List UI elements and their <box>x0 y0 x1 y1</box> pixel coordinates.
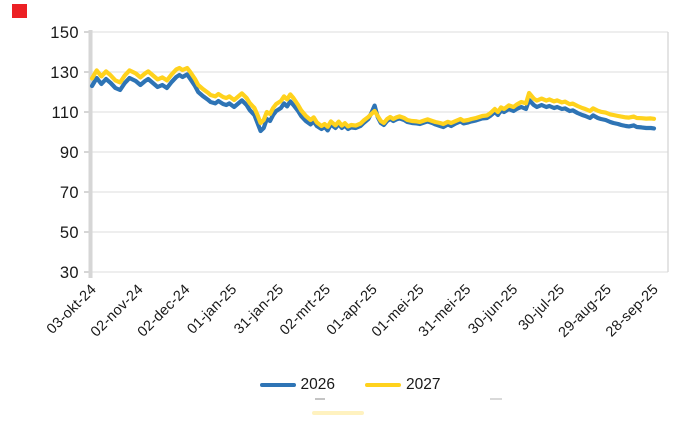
y-axis-tick <box>84 271 90 273</box>
legend-label-2026: 2026 <box>300 376 335 393</box>
legend-label-2027: 2027 <box>406 376 441 393</box>
y-axis-tick <box>84 151 90 153</box>
crop-artifact-yellow <box>312 411 364 415</box>
series-line-2027 <box>89 65 657 129</box>
y-axis-tick-label: 130 <box>50 64 79 82</box>
x-axis-tick-label: 01-jan-25 <box>184 282 240 338</box>
y-axis-tick-label: 110 <box>51 104 79 122</box>
y-axis-tick <box>84 71 90 73</box>
chart-legend: 2026 2027 <box>0 374 700 396</box>
x-axis-tick-label: 30-jun-25 <box>465 282 521 338</box>
y-axis-tick <box>84 191 90 193</box>
y-axis-tick <box>84 111 90 113</box>
legend-swatch-2026 <box>259 382 296 388</box>
y-axis-tick <box>84 231 90 233</box>
y-axis-tick-label: 90 <box>60 144 79 162</box>
series-line-2026 <box>89 72 657 134</box>
y-axis-tick-label: 70 <box>60 184 79 202</box>
y-axis-tick-label: 50 <box>60 224 79 242</box>
y-axis-tick-label: 150 <box>50 24 79 42</box>
legend-item-2026: 2026 <box>259 376 335 394</box>
legend-swatch-2027 <box>365 382 401 388</box>
y-axis-tick <box>84 31 90 33</box>
legend-item-2027: 2027 <box>365 376 440 394</box>
y-axis-line <box>88 30 93 278</box>
red-square-marker <box>12 4 27 18</box>
y-axis-tick-label: 30 <box>60 264 79 282</box>
crop-artifact <box>490 398 502 400</box>
crop-artifact <box>315 398 325 400</box>
